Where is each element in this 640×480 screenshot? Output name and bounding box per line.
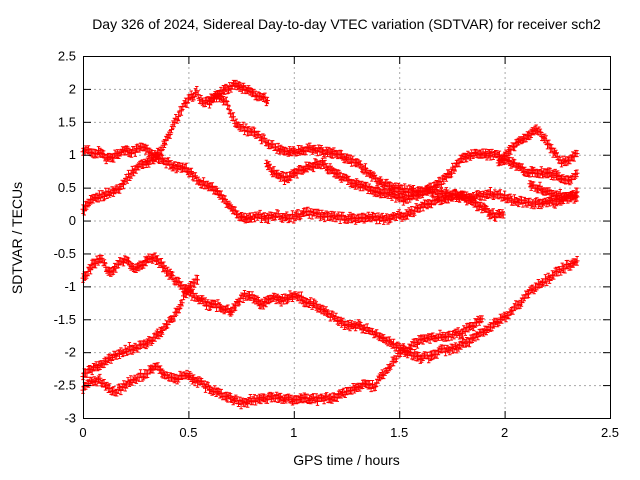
y-tick-label: 1.5 — [58, 114, 76, 129]
x-axis-title: GPS time / hours — [293, 452, 400, 468]
x-tick-label: 0.5 — [179, 425, 197, 440]
y-tick-label: -1.5 — [54, 312, 76, 327]
data-trace-pass-4-dip-bump — [263, 157, 506, 222]
x-tick-label: 2 — [501, 425, 508, 440]
x-tick-label: 0 — [79, 425, 86, 440]
y-tick-label: 2 — [69, 81, 76, 96]
y-tick-label: 0.5 — [58, 180, 76, 195]
y-tick-label: -3 — [64, 411, 76, 426]
data-trace-pass-9-bottom — [80, 315, 485, 410]
data-trace-pass-8-riser-ends — [80, 274, 200, 381]
y-tick-label: -2 — [64, 345, 76, 360]
x-tick-label: 1 — [290, 425, 297, 440]
data-trace-pass-3-short-arc — [207, 79, 270, 109]
y-tick-label: -1 — [64, 279, 76, 294]
data-trace-pass-6-late-short — [527, 180, 580, 204]
y-tick-label: 1 — [69, 147, 76, 162]
y-tick-label: -2.5 — [54, 378, 76, 393]
y-tick-label: -0.5 — [54, 246, 76, 261]
x-tick-label: 2.5 — [601, 425, 619, 440]
x-tick-label: 1.5 — [390, 425, 408, 440]
y-tick-label: 0 — [69, 213, 76, 228]
data-trace-pass-5-late-peak — [495, 124, 580, 168]
y-tick-label: 2.5 — [58, 49, 76, 64]
chart-title: Day 326 of 2024, Sidereal Day-to-day VTE… — [92, 16, 601, 32]
plot-border — [83, 56, 611, 419]
